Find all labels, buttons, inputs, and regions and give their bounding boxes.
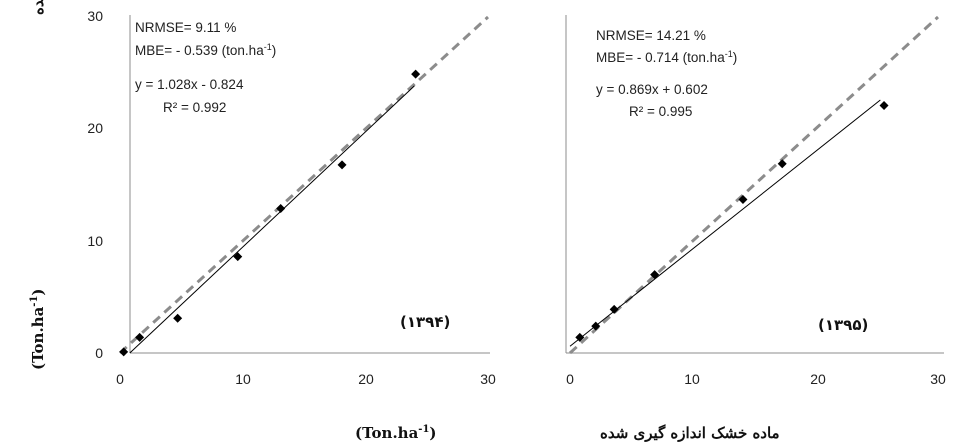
x-tick-label: 30 (930, 371, 946, 387)
x-tick-label: 10 (235, 371, 251, 387)
r2-label: R² = 0.992 (163, 100, 226, 115)
mbe-text: MBE= - 0.539 (ton.ha (135, 43, 264, 58)
x-axis-unit-text: (Ton.ha (355, 424, 419, 442)
x-tick-label: 0 (116, 371, 124, 387)
year-label: (۱۳۹۴) (400, 313, 450, 331)
y-axis-unit-text: (Ton.ha (29, 306, 47, 370)
data-point (276, 204, 286, 214)
x-axis-unit-close: ) (429, 424, 436, 442)
data-point (777, 159, 787, 169)
data-point (650, 270, 660, 280)
x-tick-label: 20 (358, 371, 374, 387)
nrmse-label: NRMSE= 14.21 % (596, 28, 706, 43)
x-tick-label: 10 (684, 371, 700, 387)
data-point (575, 332, 585, 342)
r2-label: R² = 0.995 (629, 104, 692, 119)
x-tick-labels-panel-1: 0 10 20 30 (116, 371, 496, 387)
y-axis-unit-exponent: -1 (29, 296, 40, 307)
identity-line (118, 15, 490, 355)
lines-panel-2 (568, 15, 940, 355)
y-axis-unit: (Ton.ha-1) (29, 288, 47, 370)
data-point (173, 313, 183, 323)
x-tick-label: 20 (810, 371, 826, 387)
panel-1394: 0 10 20 30 0 10 20 30 NRMSE= 9.11 % MBE=… (87, 8, 496, 387)
y-axis-label-group: ماده خشک شبیه سازی شده (Ton.ha-1) (29, 0, 47, 370)
y-tick-labels-panel-1: 0 10 20 30 (87, 8, 103, 361)
x-axis-unit: (Ton.ha-1) (355, 424, 437, 442)
equation-label: y = 1.028x - 0.824 (135, 77, 244, 92)
x-tick-label: 30 (480, 371, 496, 387)
data-point (591, 321, 601, 331)
data-point (738, 195, 748, 205)
data-point (337, 160, 347, 170)
y-tick-label: 20 (87, 120, 103, 136)
trend-line (569, 99, 881, 347)
annotations-panel-2: NRMSE= 14.21 % MBE= - 0.714 (ton.ha-1) y… (596, 28, 737, 119)
lines-panel-1 (118, 15, 490, 355)
data-point (609, 304, 619, 314)
panel-1395: 0 10 20 30 NRMSE= 14.21 % MBE= - 0.714 (… (565, 15, 946, 387)
x-axis-unit-exponent: -1 (418, 424, 429, 435)
data-point (119, 347, 129, 357)
y-tick-label: 0 (95, 345, 103, 361)
data-point (135, 332, 145, 342)
mbe-close: ) (733, 50, 738, 65)
x-tick-label: 0 (566, 371, 574, 387)
y-axis-label: ماده خشک شبیه سازی شده (29, 0, 47, 15)
y-axis-unit-close: ) (29, 288, 47, 295)
y-tick-label: 30 (87, 8, 103, 24)
data-point (879, 100, 889, 110)
x-tick-labels-panel-2: 0 10 20 30 (566, 371, 946, 387)
year-label: (۱۳۹۵) (818, 316, 868, 334)
equation-label: y = 0.869x + 0.602 (596, 82, 708, 97)
trend-line (129, 85, 415, 354)
mbe-close: ) (272, 43, 277, 58)
points-panel-1 (119, 69, 421, 357)
mbe-label: MBE= - 0.714 (ton.ha-1) (596, 49, 737, 65)
y-tick-label: 10 (87, 233, 103, 249)
mbe-label: MBE= - 0.539 (ton.ha-1) (135, 42, 276, 58)
nrmse-label: NRMSE= 9.11 % (135, 20, 236, 35)
mbe-exponent: -1 (725, 49, 733, 59)
annotations-panel-1: NRMSE= 9.11 % MBE= - 0.539 (ton.ha-1) y … (135, 20, 276, 115)
points-panel-2 (575, 100, 889, 342)
data-point (411, 69, 421, 79)
data-point (233, 252, 243, 262)
mbe-exponent: -1 (264, 42, 272, 52)
mbe-text: MBE= - 0.714 (ton.ha (596, 50, 725, 65)
x-axis-label: ماده خشک اندازه گیری شده (600, 424, 780, 442)
